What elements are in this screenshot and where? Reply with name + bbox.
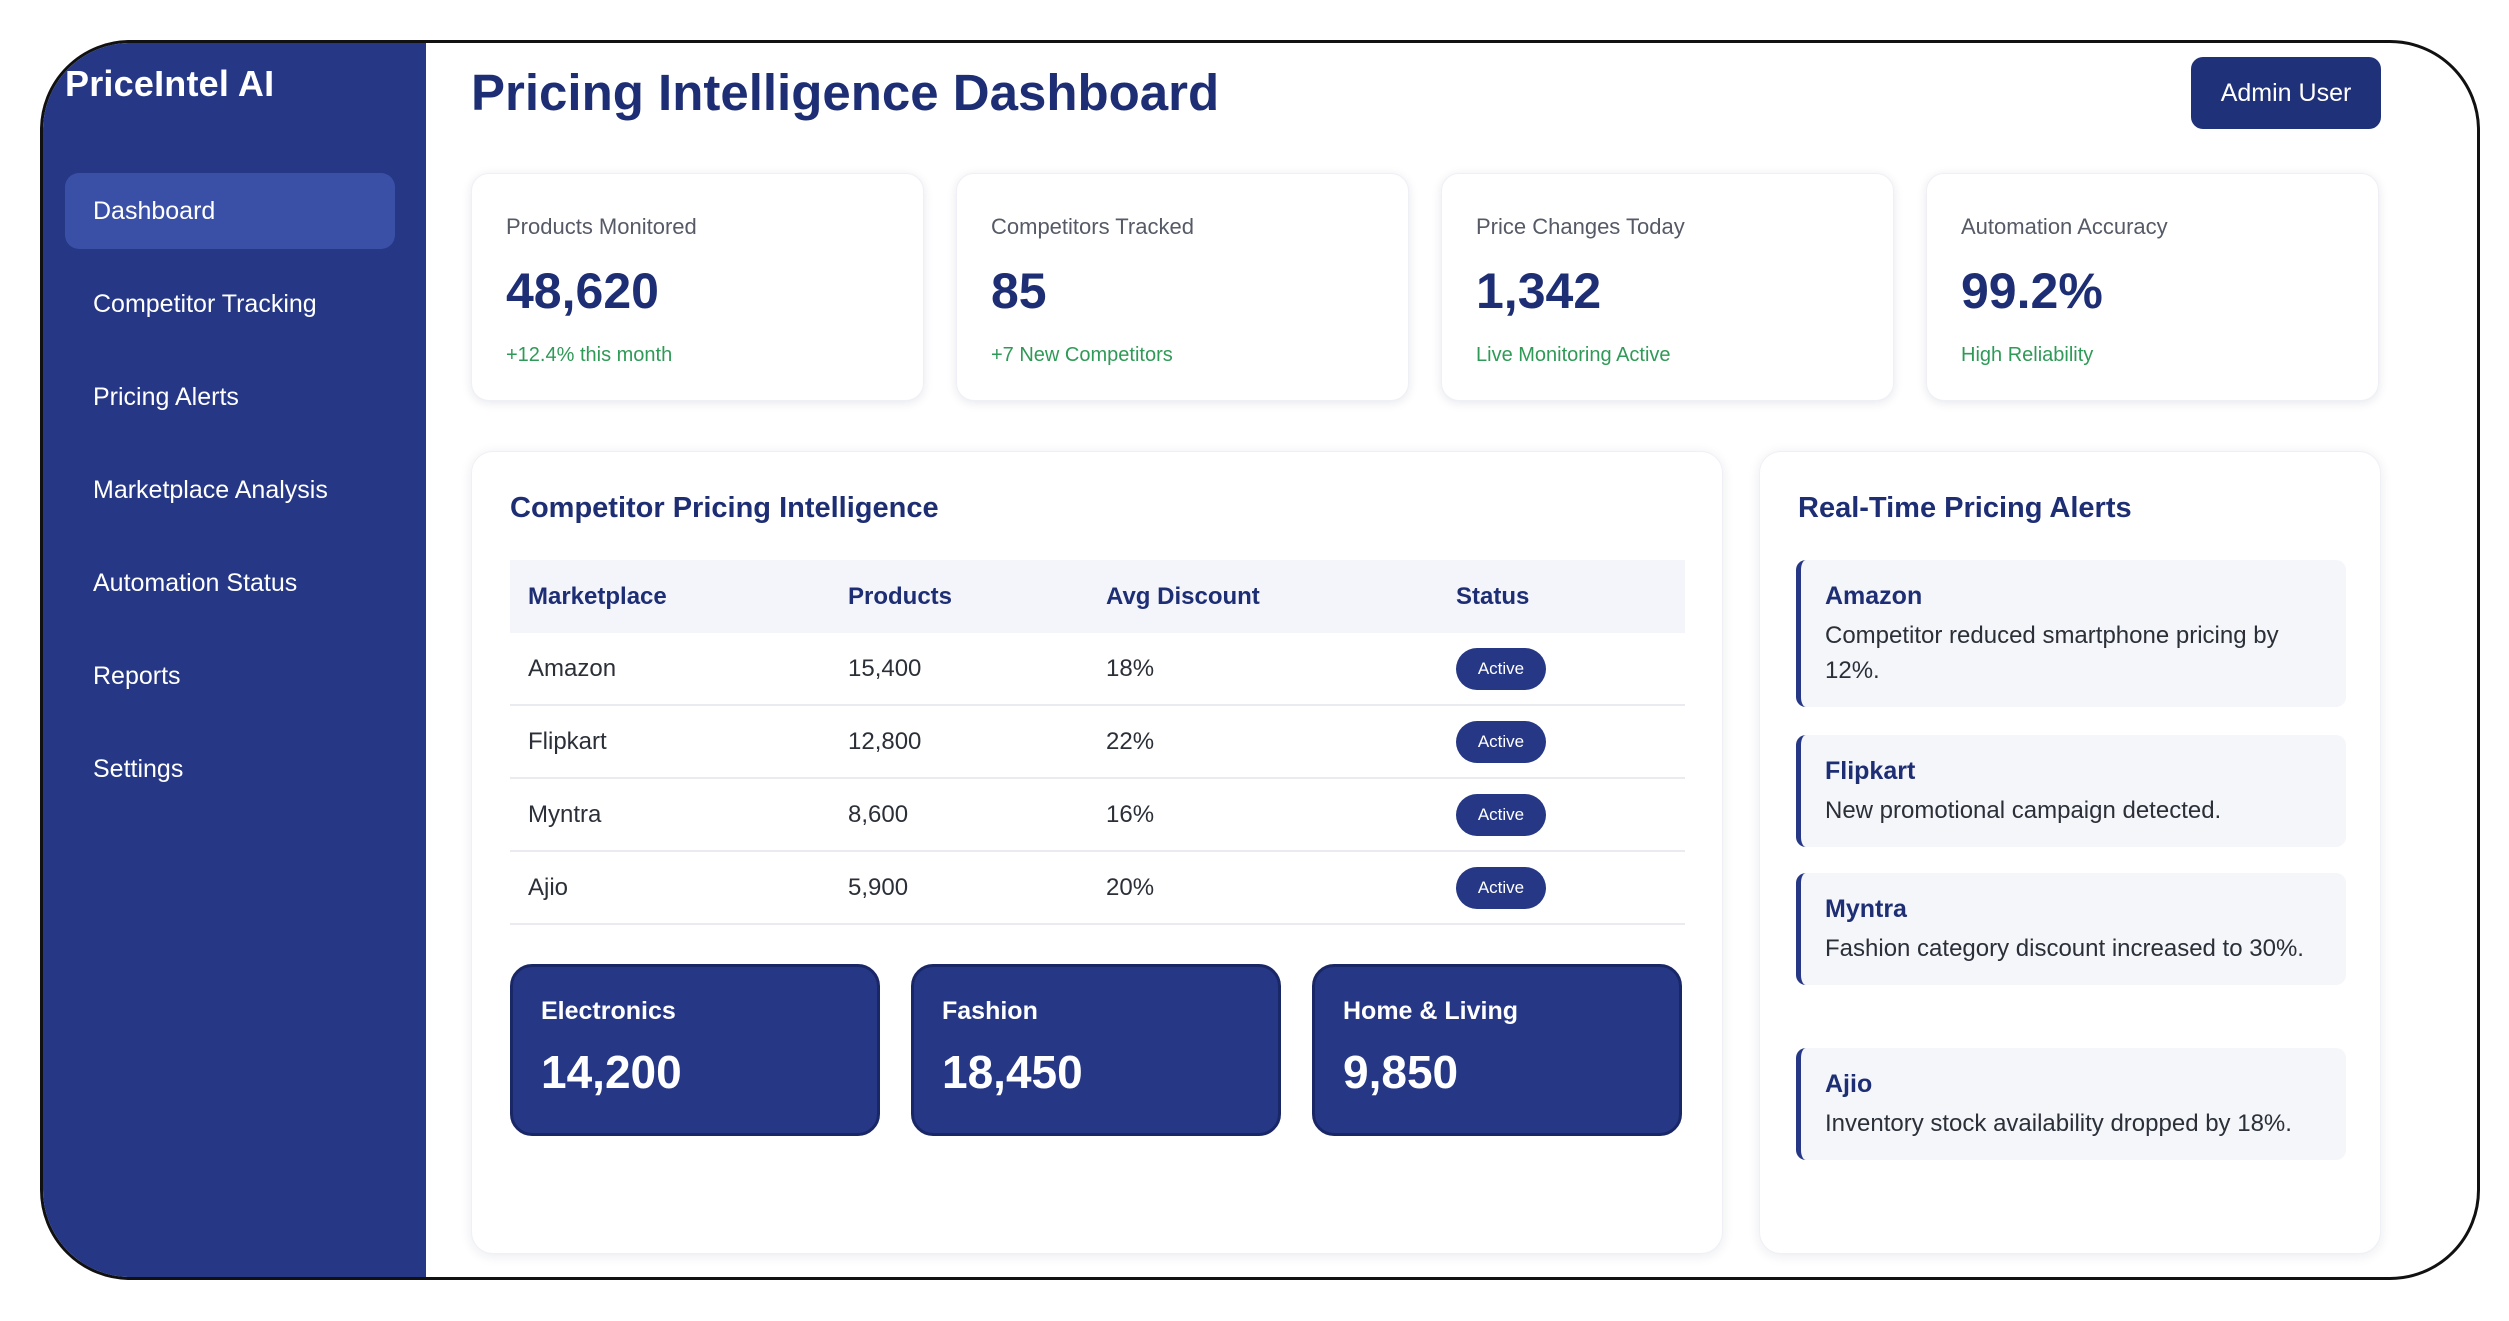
pricing-alerts-card: Real-Time Pricing Alerts Amazon Competit… [1759,451,2381,1254]
alert-marketplace: Myntra [1825,895,1907,923]
category-card-electronics[interactable]: Electronics 14,200 [510,964,880,1136]
cell-marketplace: Amazon [528,654,617,682]
alert-marketplace: Ajio [1825,1070,1873,1098]
sidebar-item-competitor-tracking[interactable]: Competitor Tracking [93,289,317,318]
status-badge: Active [1456,793,1546,836]
column-header-products[interactable]: Products [848,582,953,610]
stat-value: 99.2% [1961,263,2103,319]
app-frame: PriceIntel AI Dashboard Competitor Track… [40,40,2480,1280]
cell-discount: 16% [1106,800,1155,828]
alert-item[interactable]: Ajio Inventory stock availability droppe… [1796,1048,2346,1160]
sidebar-item-pricing-alerts[interactable]: Pricing Alerts [93,382,239,411]
stat-value: 1,342 [1476,263,1602,319]
status-badge: Active [1456,866,1546,909]
stat-subtext: High Reliability [1961,344,2094,366]
column-header-status[interactable]: Status [1456,582,1530,610]
cell-products: 5,900 [848,873,909,901]
sidebar-item-reports[interactable]: Reports [93,661,181,690]
stat-card-competitors-tracked: Competitors Tracked 85 +7 New Competitor… [956,173,1409,401]
sidebar-item-marketplace-analysis[interactable]: Marketplace Analysis [93,475,328,504]
cell-discount: 18% [1106,654,1155,682]
category-value: 14,200 [541,1046,682,1098]
alert-marketplace: Flipkart [1825,757,1916,785]
stat-label: Competitors Tracked [991,214,1194,239]
alert-item[interactable]: Flipkart New promotional campaign detect… [1796,735,2346,847]
category-card-fashion[interactable]: Fashion 18,450 [911,964,1281,1136]
alert-item[interactable]: Amazon Competitor reduced smartphone pri… [1796,560,2346,707]
stat-value: 48,620 [506,263,659,319]
alert-message: New promotional campaign detected. [1825,797,2222,824]
card-title: Competitor Pricing Intelligence [510,492,939,524]
stats-row: Products Monitored 48,620 +12.4% this mo… [471,173,2381,401]
column-header-avg-discount[interactable]: Avg Discount [1106,582,1260,610]
cell-products: 12,800 [848,727,922,755]
category-label: Fashion [942,997,1038,1025]
column-header-marketplace[interactable]: Marketplace [528,582,667,610]
alert-message: Inventory stock availability dropped by … [1825,1110,2292,1137]
competitor-pricing-card: Competitor Pricing Intelligence Marketpl… [471,451,1723,1254]
alert-message: Competitor reduced smartphone pricing by… [1825,622,2279,684]
cell-marketplace: Ajio [528,873,569,901]
category-label: Electronics [541,997,676,1025]
stat-label: Price Changes Today [1476,214,1685,239]
table-row[interactable]: Flipkart 12,800 22% Active [510,706,1685,779]
stat-subtext: +12.4% this month [506,344,673,366]
card-title: Real-Time Pricing Alerts [1798,492,2132,524]
category-value: 9,850 [1343,1046,1459,1098]
sidebar-item-settings[interactable]: Settings [93,754,184,783]
table-row[interactable]: Myntra 8,600 16% Active [510,779,1685,852]
stat-subtext: +7 New Competitors [991,344,1173,366]
cell-products: 8,600 [848,800,909,828]
category-value: 18,450 [942,1046,1083,1098]
stat-card-products-monitored: Products Monitored 48,620 +12.4% this mo… [471,173,924,401]
cell-discount: 22% [1106,727,1155,755]
status-badge: Active [1456,720,1546,763]
cell-products: 15,400 [848,654,922,682]
alert-item[interactable]: Myntra Fashion category discount increas… [1796,873,2346,985]
cell-discount: 20% [1106,873,1155,901]
competitor-table: Marketplace Products Avg Discount Status… [510,560,1685,925]
stat-label: Automation Accuracy [1961,214,2168,239]
stat-value: 85 [991,263,1047,319]
table-row[interactable]: Ajio 5,900 20% Active [510,852,1685,925]
sidebar: PriceIntel AI Dashboard Competitor Track… [43,43,426,1277]
category-label: Home & Living [1343,997,1519,1025]
brand-logo[interactable]: PriceIntel AI [65,63,275,104]
stat-subtext: Live Monitoring Active [1476,344,1671,366]
alert-message: Fashion category discount increased to 3… [1825,935,2304,962]
stat-card-price-changes-today: Price Changes Today 1,342 Live Monitorin… [1441,173,1894,401]
sidebar-item-dashboard[interactable]: Dashboard [65,173,395,249]
table-header: Marketplace Products Avg Discount Status [510,560,1685,633]
alert-marketplace: Amazon [1825,582,1923,610]
stat-card-automation-accuracy: Automation Accuracy 99.2% High Reliabili… [1926,173,2379,401]
admin-user-button[interactable]: Admin User [2191,57,2381,129]
sidebar-nav: Dashboard Competitor Tracking Pricing Al… [65,173,395,824]
cell-marketplace: Myntra [528,800,602,828]
table-row[interactable]: Amazon 15,400 18% Active [510,633,1685,706]
sidebar-item-automation-status[interactable]: Automation Status [93,568,298,597]
status-badge: Active [1456,647,1546,690]
category-card-home-living[interactable]: Home & Living 9,850 [1312,964,1682,1136]
page-title: Pricing Intelligence Dashboard [471,64,1220,121]
stat-label: Products Monitored [506,214,697,239]
cell-marketplace: Flipkart [528,727,607,755]
